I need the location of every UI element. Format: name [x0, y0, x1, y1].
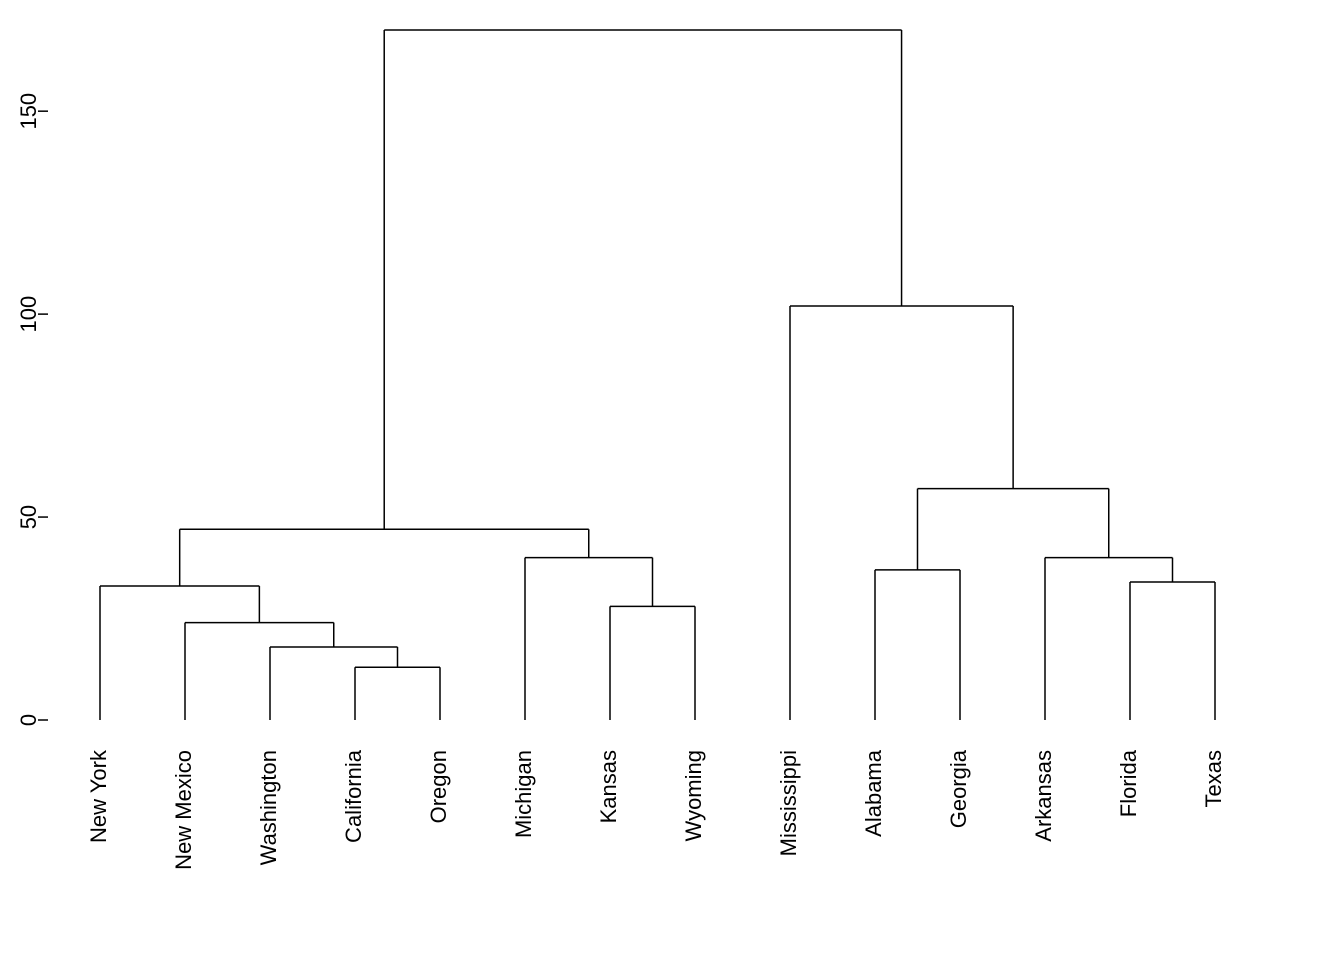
leaf-label: Michigan	[511, 750, 536, 838]
y-tick-label: 0	[16, 714, 41, 726]
y-tick-label: 50	[16, 505, 41, 529]
leaf-label: New Mexico	[171, 750, 196, 870]
leaf-label: Mississippi	[776, 750, 801, 856]
y-axis: 0 50 100 150	[16, 93, 48, 726]
leaf-label: Alabama	[861, 749, 886, 837]
leaf-labels: New York New Mexico Washington California Or…	[86, 749, 1226, 870]
leaf-label: Florida	[1116, 749, 1141, 817]
leaf-label: Washington	[256, 750, 281, 865]
leaf-label: Wyoming	[681, 750, 706, 842]
y-tick-label: 100	[16, 296, 41, 333]
dendrogram-chart: 0 50 100 150 New York New Mexico Washington Cal…	[0, 0, 1344, 960]
leaf-label: Georgia	[946, 749, 971, 828]
leaf-label: Texas	[1201, 750, 1226, 807]
leaf-label: Oregon	[426, 750, 451, 823]
leaf-label: California	[341, 749, 366, 843]
leaf-label: Arkansas	[1031, 750, 1056, 842]
dendrogram-lines	[100, 30, 1215, 720]
y-tick-label: 150	[16, 93, 41, 130]
leaf-label: New York	[86, 749, 111, 843]
leaf-label: Kansas	[596, 750, 621, 823]
